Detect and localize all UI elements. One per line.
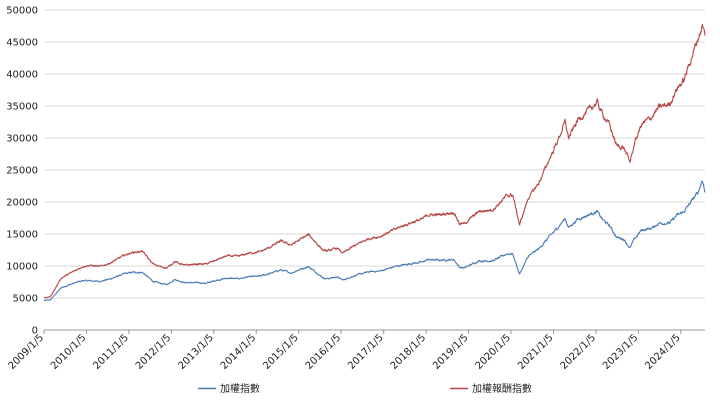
x-tick-label: 2019/1/5 [431,332,471,372]
y-tick-label: 0 [32,326,38,337]
x-tick-label: 2018/1/5 [389,332,429,372]
series-lines [43,24,706,302]
x-tick-label: 2009/1/5 [7,332,47,372]
legend-label: 加權報酬指數 [472,382,532,395]
y-tick-label: 5000 [13,294,38,305]
series-line-1 [43,180,706,302]
x-tick-label: 2014/1/5 [219,332,259,372]
x-tick-label: 2011/1/5 [91,332,131,372]
y-tick-label: 20000 [6,198,38,209]
x-tick-label: 2016/1/5 [304,332,344,372]
x-tick-label: 2023/1/5 [601,332,641,372]
x-tick-label: 2013/1/5 [176,332,216,372]
x-tick-label: 2020/1/5 [474,332,514,372]
y-tick-label: 25000 [6,166,38,177]
x-tick-label: 2017/1/5 [346,332,386,372]
x-tick-label: 2024/1/5 [643,332,683,372]
y-tick-label: 50000 [6,6,38,17]
x-tick-label: 2015/1/5 [261,332,301,372]
series-line-2 [43,24,706,299]
legend-label: 加權指數 [220,382,260,395]
y-tick-label: 30000 [6,134,38,145]
y-tick-label: 35000 [6,102,38,113]
x-axis: 2009/1/5 2010/1/5 2011/1/5 2012/1/5 2013/1/5… [7,330,683,372]
y-tick-label: 15000 [6,230,38,241]
y-axis: 0 5000 10000 15000 20000 25000 30000 35000 40000… [6,6,38,337]
x-tick-label: 2022/1/5 [559,332,599,372]
x-tick-label: 2010/1/5 [49,332,89,372]
x-tick-label: 2021/1/5 [516,332,556,372]
gridlines [44,9,705,331]
y-tick-label: 10000 [6,262,38,273]
y-tick-label: 40000 [6,70,38,81]
y-tick-label: 45000 [6,38,38,49]
x-tick-label: 2012/1/5 [134,332,174,372]
legend: 加權指數 加權報酬指數 [198,382,532,395]
